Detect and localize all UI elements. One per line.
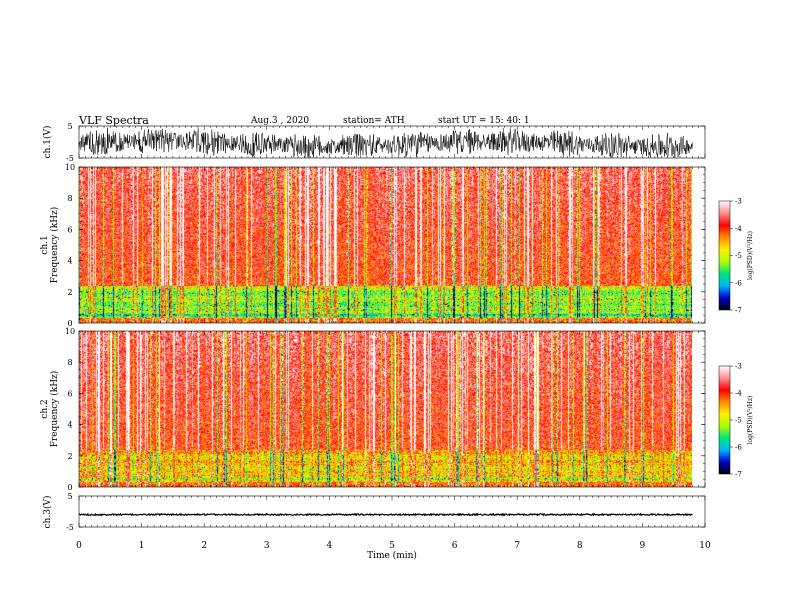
x-axis-title: Time (min) [367, 550, 417, 561]
ch2-spectrogram-ytick-label: 10 [65, 327, 75, 336]
ch1-colorbar-label: log(PSD)(V²/Hz) [747, 231, 754, 280]
ch1-colorbar-tick-label: -6 [735, 279, 742, 287]
ch1-waveform-ylabel: ch.1(V) [42, 126, 53, 159]
ch2-spectrogram-ytick-label: 4 [67, 421, 72, 430]
xtick-label: 5 [389, 541, 395, 551]
xtick-label: 9 [640, 541, 646, 551]
ch1-spectrogram-ytick-label: 0 [67, 319, 72, 328]
ch1-colorbar [718, 200, 731, 311]
xtick-label: 0 [76, 541, 82, 551]
ch1-waveform-line [78, 127, 693, 158]
ch1-colorbar-tick-label: -5 [735, 252, 742, 260]
ch3-waveform-ytick-label: -5 [66, 523, 74, 532]
spectrogram-image-ch2 [79, 331, 692, 487]
ch1-spectrogram-ylabel-freq: Frequency (kHz) [49, 207, 60, 284]
ch1-colorbar-tick-label: -7 [735, 307, 742, 315]
ch2-colorbar-tick-label: -6 [735, 444, 742, 452]
ch1-spectrogram-ytick-label: 8 [67, 194, 72, 203]
ch2-spectrogram-ylabel-freq: Frequency (kHz) [49, 371, 60, 448]
ch3-waveform-ylabel: ch.3(V) [42, 496, 53, 529]
xtick-label: 4 [327, 541, 333, 551]
ch2-spectrogram-ytick-label: 6 [67, 389, 72, 398]
ch2-spectrogram-ylabel-channel: ch.2 [40, 399, 50, 418]
ch2-colorbar-tick-label: -5 [735, 417, 742, 425]
station-label: station= ATH [343, 116, 405, 126]
ch1-spectrogram-ytick-label: 2 [67, 288, 72, 297]
date-label: Aug.3 , 2020 [251, 116, 310, 126]
xtick-label: 3 [264, 541, 270, 551]
ch2-colorbar-tick-label: -3 [735, 363, 742, 371]
ch1-waveform-ytick-label: -5 [66, 154, 74, 163]
ch2-spectrogram-ytick-label: 2 [67, 452, 72, 461]
ch1-colorbar-tick-label: -3 [735, 198, 742, 206]
ch2-colorbar-label: log(PSD)(V²/Hz) [747, 396, 754, 445]
spectrogram-image-ch1 [79, 167, 692, 323]
ch2-colorbar-tick-label: -4 [735, 390, 742, 398]
start-time-label: start UT = 15: 40: 1 [438, 116, 530, 126]
xtick-label: 10 [699, 541, 711, 551]
ch2-colorbar-tick-label: -7 [735, 471, 742, 479]
ch1-spectrogram-ytick-label: 10 [65, 163, 75, 172]
xtick-label: 1 [139, 541, 145, 551]
ch1-spectrogram-ytick-label: 6 [67, 225, 72, 234]
ch3-waveform-line [78, 512, 693, 517]
ch3-waveform-frame [78, 495, 706, 528]
xtick-label: 7 [514, 541, 520, 551]
spectrogram-images [79, 167, 692, 487]
ch2-spectrogram-ytick-label: 8 [67, 358, 72, 367]
waveforms [78, 127, 693, 517]
axes [78, 125, 733, 528]
ch1-colorbar-tick-label: -4 [735, 225, 742, 233]
ch2-spectrogram-ytick-label: 0 [67, 483, 72, 492]
xtick-label: 8 [577, 541, 583, 551]
ch1-waveform-ytick-label: 5 [67, 122, 72, 131]
ch2-colorbar [718, 365, 731, 475]
chart-title: VLF Spectra [79, 114, 149, 127]
xtick-label: 6 [452, 541, 458, 551]
ch1-spectrogram-ylabel-channel: ch.1 [40, 235, 50, 254]
ch3-waveform-ytick-label: 5 [67, 492, 72, 501]
xtick-label: 2 [201, 541, 207, 551]
ch1-spectrogram-ytick-label: 4 [67, 257, 72, 266]
